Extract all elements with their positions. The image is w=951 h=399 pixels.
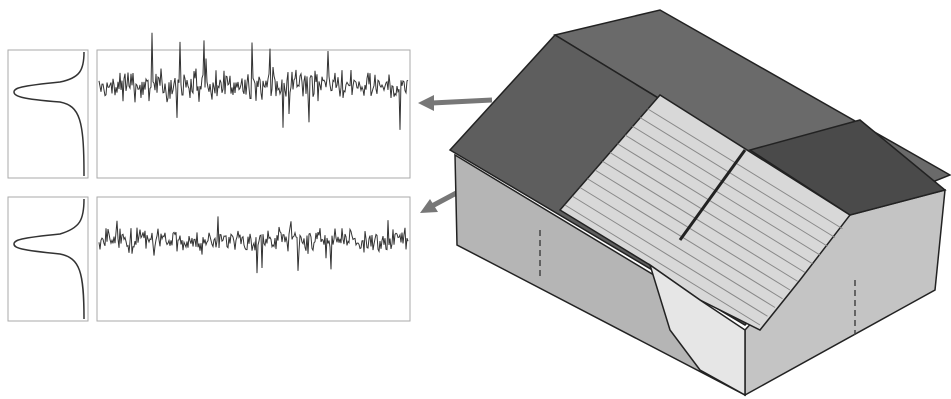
house — [450, 10, 950, 395]
distribution-panel — [8, 197, 88, 321]
signal-panel — [97, 50, 410, 178]
arrow-head — [418, 95, 434, 111]
distribution-panel — [8, 50, 88, 178]
illustration — [0, 0, 951, 399]
signal-panels — [8, 33, 410, 321]
signal-panel — [97, 197, 410, 321]
arrow — [432, 100, 492, 103]
